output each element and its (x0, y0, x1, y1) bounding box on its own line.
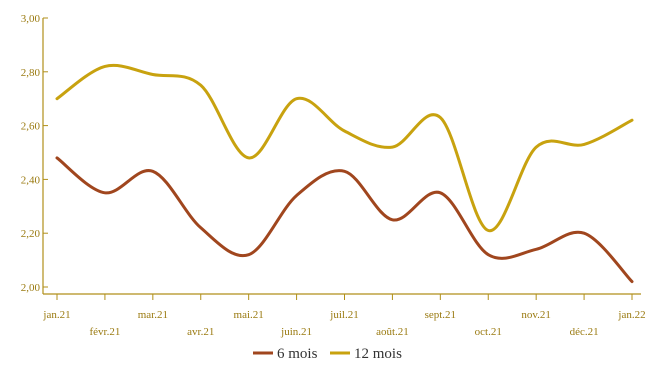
legend-label: 6 mois (277, 346, 318, 362)
x-tick-label: août.21 (376, 326, 409, 338)
x-tick-label: déc.21 (570, 326, 599, 338)
series-lines (57, 65, 632, 281)
x-tick-label: jan.22 (617, 309, 645, 321)
x-tick-label: févr.21 (89, 326, 120, 338)
x-tick-label: oct.21 (475, 326, 502, 338)
series-line-12-mois (57, 65, 632, 230)
x-tick-label: mar.21 (138, 309, 168, 321)
series-line-6-mois (57, 158, 632, 282)
y-tick-label: 2,40 (21, 174, 41, 186)
x-tick-label: jan.21 (42, 309, 70, 321)
y-tick-label: 2,00 (21, 282, 41, 294)
x-tick-label: mai.21 (234, 309, 264, 321)
axes: 2,00 2,20 2,40 2,60 2,80 3,00 jan.21 févr.21 mar… (21, 13, 646, 338)
y-tick-label: 2,60 (21, 121, 41, 133)
y-tick-label: 2,20 (21, 228, 41, 240)
legend-label: 12 mois (354, 346, 402, 362)
x-tick-label: juil.21 (329, 309, 358, 321)
x-tick-label: nov.21 (521, 309, 551, 321)
x-tick-label: avr.21 (187, 326, 214, 338)
y-tick-label: 2,80 (21, 67, 41, 79)
x-tick-label: juin.21 (280, 326, 312, 338)
legend: 6 mois 12 mois (253, 346, 402, 362)
y-tick-label: 3,00 (21, 13, 41, 25)
x-tick-label: sept.21 (425, 309, 456, 321)
